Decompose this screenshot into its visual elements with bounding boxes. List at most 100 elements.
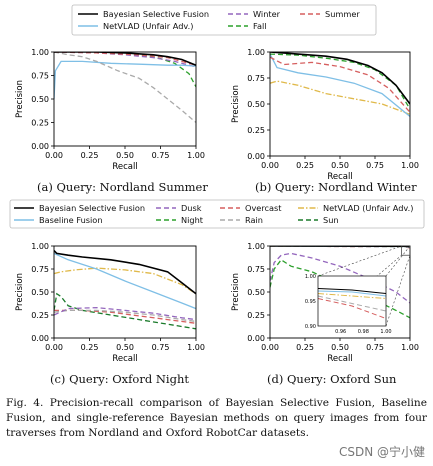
y-tick-label: 0.00 (31, 334, 49, 343)
x-tick-label: 0.00 (261, 161, 279, 170)
axes-frame (53, 245, 197, 339)
y-tick-label: 1.00 (247, 242, 265, 251)
y-tick-label: 0.00 (247, 152, 265, 161)
legend-label: NetVLAD (Unfair Adv.) (323, 203, 413, 213)
inset-line (318, 295, 386, 312)
x-tick-label: 0.25 (81, 343, 99, 352)
x-axis-label: Recall (112, 354, 137, 364)
x-tick-label: 0.75 (366, 343, 384, 352)
series-line (54, 292, 196, 330)
inset-y-tick-label: 1.00 (305, 274, 316, 280)
x-axis-label: Recall (112, 162, 137, 172)
y-tick-label: 0.25 (31, 119, 49, 128)
axes-frame (269, 245, 411, 339)
series-group (270, 52, 410, 118)
subcaption-c: (c) Query: Oxford Night (50, 372, 189, 386)
legend-label: Bayesian Selective Fusion (39, 203, 145, 213)
y-tick-label: 0.25 (247, 126, 265, 135)
x-tick-label: 1.00 (401, 343, 419, 352)
zoom-box (401, 245, 411, 256)
legend-label: Winter (253, 9, 281, 19)
legend-label: Overcast (245, 203, 282, 213)
series-line (54, 52, 196, 88)
panel-nordland-winter: 0.00 0.25 0.50 0.75 1.00 0.00 0.25 0.50 0.75 1.00… (231, 48, 419, 182)
panel-nordland-summer: 0.00 0.25 0.50 0.75 1.00 0.00 0.25 0.50 0.75 1.00… (15, 48, 205, 172)
legend-label: Dusk (181, 203, 202, 213)
inset-y-tick-label: 0.90 (305, 324, 316, 330)
series-line (270, 52, 410, 105)
watermark: CSDN @宁小健 (338, 445, 425, 459)
series-line (270, 252, 410, 304)
y-tick-label: 1.00 (31, 242, 49, 251)
y-tick-label: 0.00 (31, 142, 49, 151)
legend-label: Baseline Fusion (39, 215, 103, 225)
x-tick-label: 0.50 (116, 151, 134, 160)
y-tick-label: 0.75 (247, 265, 265, 274)
series-line (54, 252, 196, 310)
subcaption-b: (b) Query: Nordland Winter (255, 180, 417, 194)
subcaption-a: (a) Query: Nordland Summer (37, 180, 208, 194)
x-tick-label: 1.00 (187, 151, 205, 160)
y-tick-label: 0.50 (31, 95, 49, 104)
inset-series (318, 288, 386, 319)
y-axis-label: Precision (231, 273, 241, 311)
series-line (54, 306, 196, 321)
y-tick-label: 0.50 (247, 288, 265, 297)
panel-oxford-night: 0.00 0.25 0.50 0.75 1.00 0.00 0.25 0.50 0.75 1.00… (15, 242, 205, 364)
y-tick-label: 0.50 (31, 288, 49, 297)
y-tick-label: 0.75 (31, 72, 49, 81)
inset-y-tick-label: 0.95 (305, 299, 316, 305)
axes-frame (53, 51, 197, 147)
x-axis-label: Recall (327, 354, 352, 364)
series-line (270, 53, 410, 110)
y-tick-label: 0.00 (247, 334, 265, 343)
series-line (54, 52, 196, 123)
x-tick-label: 1.00 (401, 161, 419, 170)
axes-frame (269, 51, 411, 157)
x-tick-label: 0.00 (261, 343, 279, 352)
x-tick-label: 0.50 (331, 343, 349, 352)
y-axis-label: Precision (15, 273, 25, 311)
y-tick-label: 0.75 (31, 265, 49, 274)
series-line (54, 60, 196, 100)
x-tick-label: 0.75 (152, 151, 170, 160)
x-axis-label: Recall (327, 172, 352, 182)
x-tick-label: 0.00 (45, 151, 63, 160)
inset-x-tick-label: 1.00 (380, 329, 391, 335)
series-line (270, 80, 410, 116)
y-tick-label: 1.00 (247, 48, 265, 57)
y-tick-label: 1.00 (31, 48, 49, 57)
panel-oxford-sun: 0.00 0.25 0.50 0.75 1.00 0.00 0.25 0.50 0.75 1.00… (231, 242, 419, 364)
x-tick-label: 0.50 (331, 161, 349, 170)
legend-label: Rain (245, 215, 263, 225)
series-line (270, 53, 410, 118)
series-line (54, 250, 196, 295)
series-line (270, 258, 410, 319)
inset-line (318, 288, 386, 294)
zoom-connector (317, 245, 402, 277)
x-tick-label: 0.00 (45, 343, 63, 352)
x-tick-label: 0.75 (366, 161, 384, 170)
legend-frame (9, 199, 425, 229)
inset-line (318, 290, 386, 297)
x-tick-label: 0.50 (116, 343, 134, 352)
y-axis-label: Precision (15, 80, 25, 118)
inset-frame (317, 275, 387, 327)
figure-caption: Fig. 4. Precision-recall comparison of B… (6, 397, 427, 439)
inset-x-tick-label: 0.98 (358, 329, 369, 335)
zoom-connector (385, 255, 411, 327)
x-tick-label: 0.25 (81, 151, 99, 160)
y-tick-label: 0.50 (247, 100, 265, 109)
inset-line (318, 298, 386, 319)
series-group (54, 250, 196, 330)
x-tick-label: 0.75 (152, 343, 170, 352)
series-line (54, 309, 196, 324)
series-group (54, 52, 196, 123)
legend-mid: Bayesian Selective Fusion Dusk Overcast Net… (9, 199, 425, 229)
series-line (54, 309, 196, 323)
x-tick-label: 1.00 (187, 343, 205, 352)
legend-top: Bayesian Selective Fusion Winter Summer Net… (71, 4, 377, 36)
legend-label: NetVLAD (Unfair Adv.) (103, 21, 193, 31)
legend-frame (71, 4, 377, 36)
subcaption-d: (d) Query: Oxford Sun (267, 372, 397, 386)
